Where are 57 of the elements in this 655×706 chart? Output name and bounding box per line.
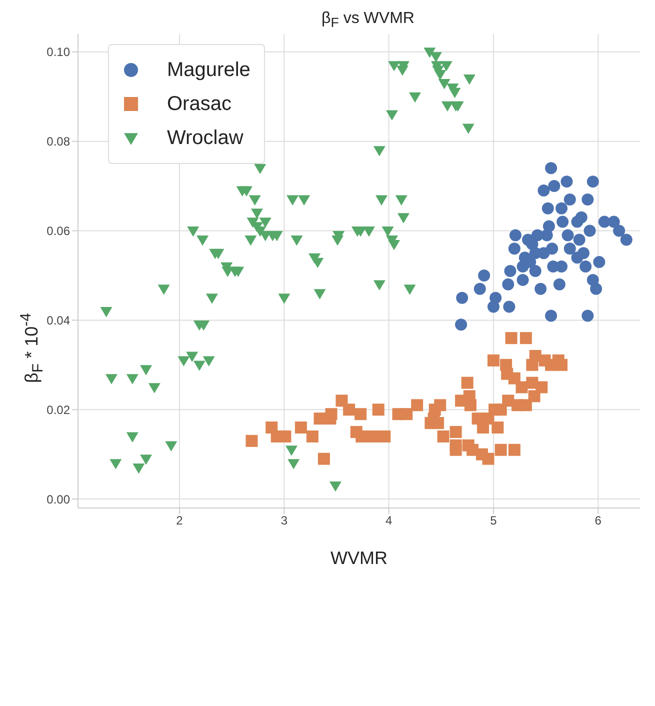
point xyxy=(478,269,490,282)
point xyxy=(538,184,550,197)
point xyxy=(456,292,468,304)
x-tick-label: 6 xyxy=(594,514,602,528)
point xyxy=(582,310,594,322)
legend-label: Orasac xyxy=(167,92,232,116)
x-tick-label: 4 xyxy=(385,514,392,528)
legend-label: Wroclaw xyxy=(167,126,244,150)
chart-title: β$_{F}$ vs WVMR xyxy=(320,10,416,30)
point xyxy=(490,292,502,304)
point xyxy=(582,193,594,206)
point xyxy=(553,278,566,290)
point xyxy=(560,176,573,188)
x-tick-label: 3 xyxy=(280,514,288,528)
point xyxy=(546,242,558,255)
point xyxy=(556,216,569,228)
point xyxy=(502,278,514,290)
point xyxy=(575,211,588,224)
point xyxy=(584,224,596,237)
point xyxy=(620,234,632,246)
point xyxy=(545,162,558,174)
point xyxy=(586,176,599,188)
point xyxy=(474,282,486,295)
point xyxy=(508,242,520,255)
point xyxy=(613,224,626,237)
x-tick-label: 2 xyxy=(176,514,184,528)
point xyxy=(556,202,568,214)
point xyxy=(571,252,584,264)
point xyxy=(590,282,602,295)
point xyxy=(540,229,553,242)
y-tick-label: 0.08 xyxy=(46,134,70,149)
point xyxy=(548,180,560,192)
legend-label: Magurele xyxy=(167,58,250,82)
point xyxy=(545,310,558,322)
point xyxy=(593,256,606,268)
y-tick-label: 0.02 xyxy=(46,402,70,417)
point xyxy=(564,193,576,206)
y-tick-label: 0.06 xyxy=(46,224,70,238)
point xyxy=(455,318,468,331)
y-tick-label: 0.04 xyxy=(46,313,70,328)
point xyxy=(564,242,576,255)
point xyxy=(608,216,620,228)
point xyxy=(562,229,574,242)
point xyxy=(580,260,592,273)
point xyxy=(504,265,516,277)
x-tick-label: 5 xyxy=(490,514,498,528)
point xyxy=(573,234,586,246)
point xyxy=(529,247,542,260)
y-tick-label: 0.00 xyxy=(46,492,70,506)
point xyxy=(516,274,529,286)
point xyxy=(503,300,516,313)
point xyxy=(542,202,554,214)
point xyxy=(509,229,522,242)
point xyxy=(529,265,542,277)
y-tick-label: 0.10 xyxy=(46,45,70,60)
x-axis-title: WVMR xyxy=(330,548,388,568)
point xyxy=(534,282,547,295)
